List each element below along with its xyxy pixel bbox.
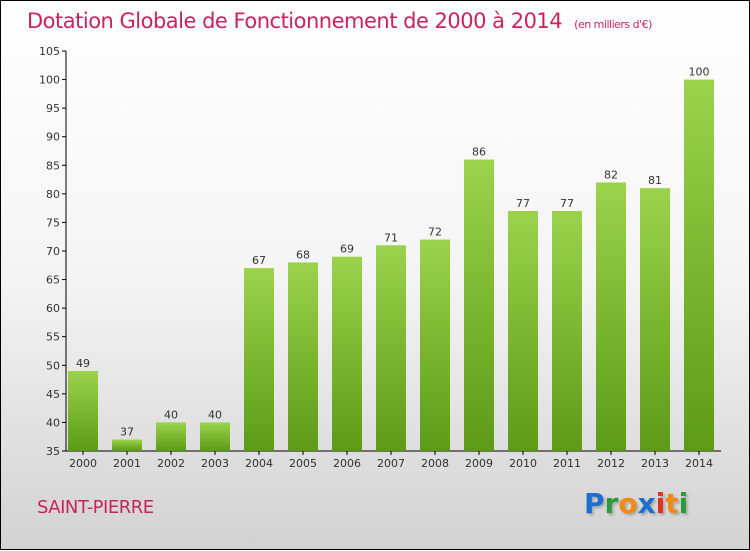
y-tick-label: 45 (46, 388, 60, 401)
y-tick-label: 85 (46, 159, 60, 172)
data-label: 72 (428, 226, 442, 239)
data-label: 100 (689, 66, 710, 79)
data-label: 37 (120, 426, 134, 439)
bar (288, 262, 318, 451)
bar (376, 245, 406, 451)
bar (332, 256, 362, 451)
x-tick-label: 2012 (597, 457, 625, 470)
bar (112, 439, 142, 451)
bar (200, 422, 230, 451)
y-tick-label: 60 (46, 302, 60, 315)
bar (68, 371, 98, 451)
data-label: 71 (384, 231, 398, 244)
x-tick-label: 2003 (201, 457, 229, 470)
bar (684, 79, 714, 452)
data-label: 40 (208, 408, 222, 421)
x-tick-label: 2009 (465, 457, 493, 470)
y-tick-label: 90 (46, 131, 60, 144)
x-tick-label: 2005 (289, 457, 317, 470)
x-tick-label: 2007 (377, 457, 405, 470)
y-tick-label: 75 (46, 216, 60, 229)
x-tick-label: 2002 (157, 457, 185, 470)
bar (552, 211, 582, 451)
bar (596, 182, 626, 451)
bar (156, 422, 186, 451)
y-tick-label: 70 (46, 245, 60, 258)
x-tick-label: 2008 (421, 457, 449, 470)
data-label: 77 (516, 197, 530, 210)
x-tick-label: 2004 (245, 457, 273, 470)
bar (508, 211, 538, 451)
data-label: 69 (340, 243, 354, 256)
x-tick-label: 2014 (685, 457, 713, 470)
y-tick-label: 35 (46, 445, 60, 458)
bar (420, 239, 450, 451)
title-unit: (en milliers d'€) (574, 18, 652, 31)
bar (244, 268, 274, 451)
bar (464, 159, 494, 452)
data-label: 40 (164, 408, 178, 421)
y-tick-label: 80 (46, 188, 60, 201)
x-tick-label: 2013 (641, 457, 669, 470)
y-tick-label: 50 (46, 359, 60, 372)
y-tick-label: 100 (39, 74, 60, 87)
y-tick-label: 65 (46, 274, 60, 287)
data-label: 68 (296, 248, 310, 261)
y-tick-label: 105 (39, 45, 60, 58)
data-label: 77 (560, 197, 574, 210)
data-label: 67 (252, 254, 266, 267)
chart-title: Dotation Globale de Fonctionnement de 20… (27, 9, 652, 33)
data-label: 86 (472, 146, 486, 159)
x-tick-label: 2011 (553, 457, 581, 470)
data-label: 81 (648, 174, 662, 187)
y-tick-label: 55 (46, 331, 60, 344)
y-tick-label: 95 (46, 102, 60, 115)
x-tick-label: 2000 (69, 457, 97, 470)
x-tick-label: 2010 (509, 457, 537, 470)
commune-name: SAINT-PIERRE (37, 497, 154, 518)
data-label: 49 (76, 357, 90, 370)
proxiti-logo: Proxiti (584, 487, 689, 520)
x-tick-label: 2006 (333, 457, 361, 470)
x-tick-label: 2001 (113, 457, 141, 470)
data-label: 82 (604, 168, 618, 181)
y-tick-label: 40 (46, 416, 60, 429)
bar (640, 188, 670, 451)
title-text: Dotation Globale de Fonctionnement de 20… (27, 9, 563, 33)
